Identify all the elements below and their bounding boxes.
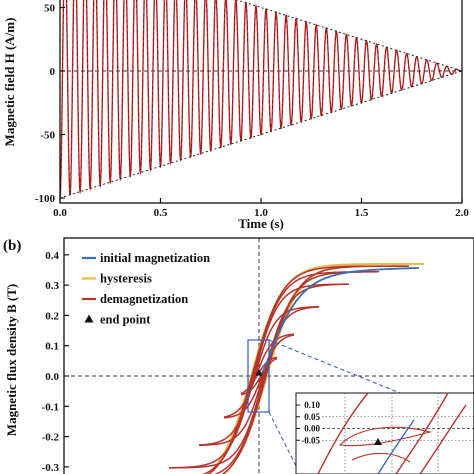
- inset-y-tick-label: 0.05: [304, 412, 320, 422]
- y-tick-label: -0.1: [42, 401, 59, 413]
- y-tick-label: 0.0: [45, 371, 59, 383]
- y-tick-label: -50: [40, 130, 55, 142]
- zoom-inset: 0.10 0.05 0.00-0.05: [295, 392, 474, 474]
- y-tick-label: -0.3: [42, 462, 60, 474]
- x-axis-label: Time (s): [238, 216, 284, 231]
- inset-minor-loop: [338, 426, 433, 447]
- inset-initial-branch: [377, 419, 415, 474]
- y-tick-label: 0.2: [45, 310, 59, 322]
- x-tick-label: 2.0: [455, 207, 469, 219]
- inset-grid: [322, 393, 474, 474]
- y-tick-label: -100: [35, 193, 56, 205]
- demag-loop-branch: [214, 271, 380, 474]
- legend-label: initial magnetization: [100, 251, 210, 265]
- panel-a-waveform-chart: -100 -50 0 50 0.0 0.5 1.0 1.5 2.0 Time (s) Magn…: [2, 0, 469, 231]
- zoom-connector-top: [268, 339, 401, 394]
- lower-envelope-line: [59, 70, 463, 199]
- end-point-marker: [255, 368, 263, 376]
- waveform-line: [59, 0, 463, 199]
- waveform-dash-overlay: [59, 0, 463, 199]
- inset-minor-loop: [351, 452, 411, 463]
- x-tick-label: 0.5: [154, 207, 168, 219]
- zoom-region-box: [247, 339, 270, 413]
- demag-loop-branch: [198, 305, 320, 446]
- y-axis-label-b: Magnetic flux density B (T): [4, 284, 19, 436]
- y-axis-ticks-b: -0.3 -0.2 -0.1 0.0 0.1 0.2 0.3 0.4: [42, 250, 69, 474]
- x-tick-label: 1.5: [355, 207, 369, 219]
- x-tick-label: 0.0: [53, 207, 67, 219]
- legend-swatch: [84, 314, 94, 323]
- inset-curves: [317, 392, 467, 474]
- demag-loop-branch: [169, 283, 350, 469]
- inset-demag-branch: [317, 392, 369, 474]
- legend: initial magnetization hysteresis demagneti…: [82, 251, 210, 327]
- hysteresis-curves: [168, 262, 425, 474]
- inset-y-tick-label: 0.10: [304, 400, 320, 410]
- upper-envelope-line: [235, 0, 463, 72]
- y-tick-label: 0.3: [45, 280, 59, 292]
- x-axis-ticks: 0.0 0.5 1.0 1.5 2.0: [53, 198, 469, 219]
- zoom-connector-bottom: [268, 411, 301, 474]
- x-tick-label: 1.0: [254, 207, 268, 219]
- y-tick-label: 0.1: [45, 341, 59, 353]
- demag-loop-branch: [240, 357, 278, 396]
- y-axis-ticks: -100 -50 0 50: [35, 3, 65, 205]
- y-tick-label: 0.4: [45, 250, 59, 262]
- y-tick-label: 0: [50, 66, 56, 78]
- inset-y-tick-label: -0.05: [301, 435, 320, 445]
- demag-loop-branch: [168, 283, 349, 469]
- inset-demag-branch: [419, 404, 467, 474]
- demag-loop-branch: [198, 306, 320, 447]
- y-tick-label: 50: [44, 3, 56, 15]
- legend-label: hysteresis: [100, 272, 152, 286]
- y-tick-label: -0.2: [42, 432, 60, 444]
- panel-label-b: (b): [3, 238, 21, 254]
- demag-loop-branch: [223, 333, 295, 418]
- legend-label: end point: [100, 313, 151, 327]
- inset-demag-branch: [395, 392, 449, 474]
- inset-y-ticks: 0.10 0.05 0.00-0.05: [296, 400, 321, 445]
- inset-end-point-marker: [374, 438, 382, 445]
- inset-y-tick-label: 0.00: [304, 424, 320, 434]
- initial-magnetization-curve: [258, 267, 420, 377]
- legend-label: demagnetization: [100, 292, 188, 306]
- y-axis-label: Magnetic field H (A/m): [2, 18, 17, 147]
- demag-loop-branch: [223, 334, 295, 419]
- panel-b-hysteresis-chart: (b) 0.10 0.05 0.00-0.05 initial magnetizat…: [3, 237, 474, 474]
- demag-loop-branch: [221, 265, 409, 474]
- plot-frame-b: [63, 237, 474, 474]
